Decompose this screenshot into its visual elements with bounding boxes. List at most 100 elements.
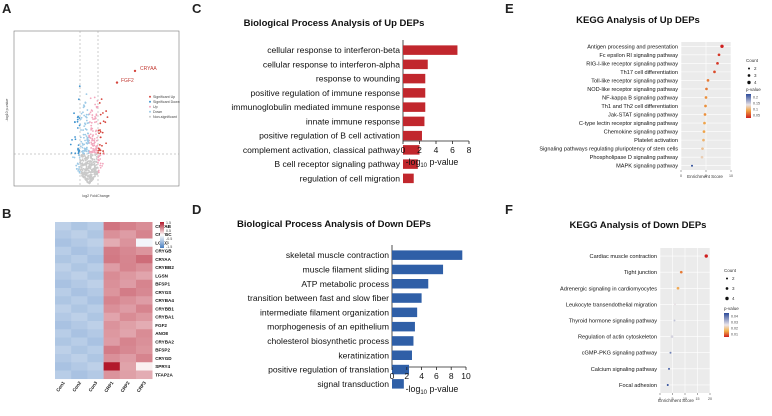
heatmap-cell [119,271,137,281]
barsC-bar-label: response to wounding [316,74,400,84]
volcano-point [80,168,82,171]
barsD-tick-label: 0 [390,371,395,381]
volcano-point [84,164,87,166]
dotsE-dot [702,130,706,133]
barsD-tick-label: 6 [434,371,439,381]
heatmap-cell [55,279,72,289]
barsD-bar [392,336,414,346]
legendF-count-dot [726,277,728,280]
heatmap-cell [119,279,137,289]
heatmap-cell [119,329,137,338]
volcano-point [93,96,96,99]
panel-letter-e: E [505,1,514,16]
volcano-point [91,144,94,147]
chart-f-xlabel: Enrichment Score [658,398,694,403]
heatmap-cell [119,238,137,248]
volcano-point [87,165,90,168]
heatmap-cell [119,296,137,305]
heatmap-row-label: CRYGS [155,290,171,295]
volcano-point [80,112,83,115]
barsD-bar-label: muscle filament sliding [303,264,390,274]
heatmap-cell [136,255,153,264]
panel-letter-d: D [192,202,201,217]
heatmap-cell [71,362,88,371]
volcano-point [85,162,88,165]
volcano-point [106,116,109,118]
volcano-point [76,116,79,119]
volcano-point [84,122,86,125]
volcano-point [95,147,98,150]
dotsE-category-label: RIG-I-like receptor signaling pathway [586,61,678,67]
volcano-point [94,115,96,118]
dotsE-category-label: Toll-like receptor signaling pathway [591,78,678,84]
legendE-count-label: 3 [754,73,757,78]
dotsF-category-label: Regulation of actin cytoskeleton [578,335,657,341]
heatmap-cell [87,329,104,338]
heatmap-legend-tick: 0.5 [166,229,171,233]
volcano-point [90,173,93,176]
dotsE-category-label: C-type lectin receptor signaling pathway [579,121,678,127]
volcano-point [83,173,86,176]
heatmap-row-label: BFSP1 [155,282,170,287]
volcano-point [96,99,99,102]
heatmap-legend-tick: -1.5 [166,245,172,249]
dotsE-tick-label: 0 [680,174,682,178]
volcano-points [69,69,137,185]
heatmap-cell [103,312,121,322]
bar-chart-down-deps: Biological Process Analysis of Down DEPs… [237,219,471,396]
chart-d-xlabel: -log10 p-value [406,384,459,396]
volcano-point [83,136,85,139]
dotsE-dot [704,96,708,99]
volcano-legend-marker [149,95,151,98]
volcano-point [93,149,96,152]
dotsE-category-label: Chemokine signaling pathway [604,130,679,136]
volcano-point [89,97,92,100]
volcano-point [95,158,98,160]
legendF-p-tick: 0.04 [731,315,738,319]
volcano-point [96,144,99,147]
volcano-point [82,155,85,158]
heatmap-column-label: Con1 [55,380,66,393]
dotsE-tick-label: 5 [705,174,707,178]
barsC-tick-label: 4 [434,145,439,155]
volcano-point [94,175,96,177]
legendE-count-dot [747,74,751,77]
barsD-bar [392,379,404,389]
legendF-p-tick: 0.01 [731,333,738,337]
volcano-point [87,169,90,172]
dotsF-dot [670,335,674,338]
volcano-point [77,98,80,101]
dotsE-category-label: Antigen processing and presentation [587,44,678,50]
volcano-point [76,120,79,123]
heatmap-row-label: CRYGB [155,249,172,254]
volcano-point [88,177,90,180]
volcano-point [77,168,80,171]
volcano-point [81,163,84,166]
heatmap-cell [55,312,72,322]
volcano-point [93,163,96,166]
volcano-point [99,143,101,146]
volcano-point [95,149,98,152]
volcano-point [84,128,87,130]
volcano-point [94,154,97,157]
volcano-point [98,159,101,162]
heatmap-row-label: FGF2 [155,323,167,328]
chart-f-title: KEGG Analysis of Down DEPs [570,220,707,231]
barsC-bar-label: immunoglobulin mediated immune response [231,102,400,112]
heatmap-row-label: CRYBA4 [155,298,174,303]
barsD-bar [392,250,463,260]
heatmap-cell [71,329,88,338]
barsD-bar [392,364,410,375]
volcano-point [88,182,91,185]
volcano-point [83,168,86,171]
heatmap-cell [87,296,104,305]
heatmap-column-label: CRP3 [136,380,147,393]
volcano-point [81,142,84,145]
heatmap-cell [136,354,153,363]
heatmap-cell [55,321,72,330]
volcano-point [87,132,89,135]
heatmap-legend-tick: 0 [166,233,168,237]
volcano-point [69,143,72,146]
dotsF-tick-label: 5 [672,397,674,401]
volcano-point [87,157,90,159]
